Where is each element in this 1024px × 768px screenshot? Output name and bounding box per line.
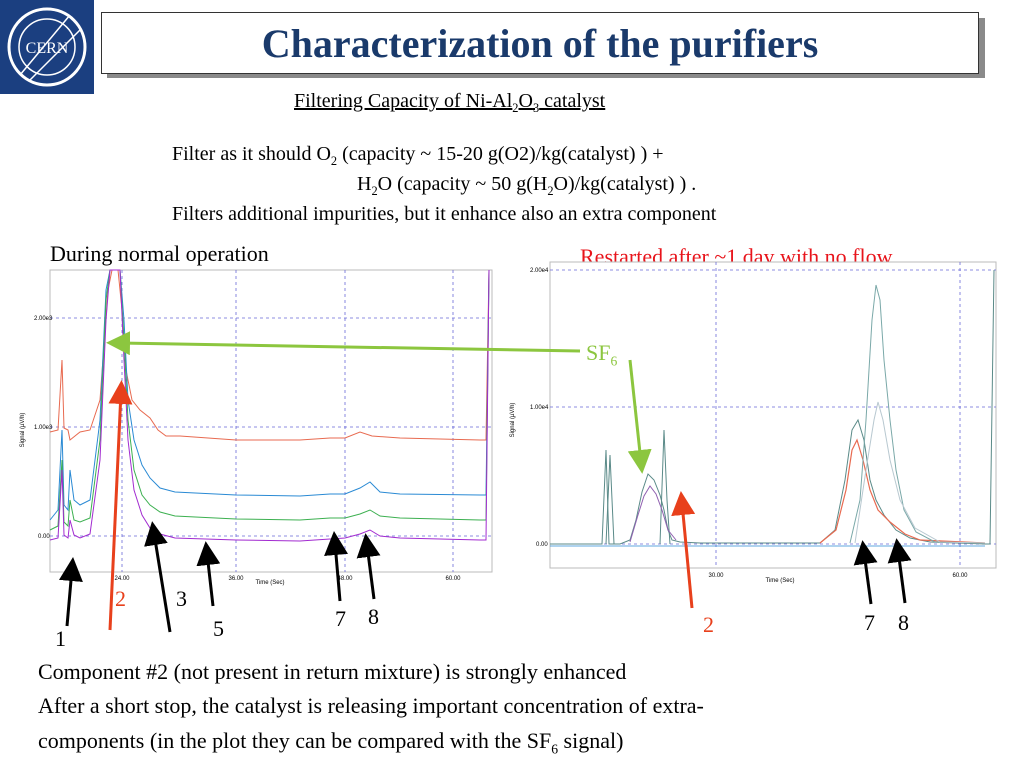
left-trace-red [49, 269, 490, 441]
sf6-label-sub: 6 [610, 353, 618, 369]
left-ytick-2: 1.00e3 [34, 425, 53, 431]
title-box: Characterization of the purifiers [101, 12, 979, 74]
filter-line-1-prefix: Filter as it should O [172, 143, 331, 165]
left-ylabel: Signal (µV/h) [20, 413, 26, 448]
filter-line-1: Filter as it should O2 (capacity ~ 15-20… [172, 143, 664, 169]
right-ytick-1: 2.00e4 [530, 268, 549, 274]
peak-label-2-left: 2 [115, 586, 126, 611]
subtitle: Filtering Capacity of Ni-Al2O3 catalyst [294, 90, 605, 116]
left-xtick-3: 48.00 [337, 576, 353, 582]
bottom-line-3-sub: 6 [551, 741, 559, 757]
cern-logo-icon: CERN [7, 7, 87, 87]
right-trace-teal [550, 269, 995, 545]
subtitle-suffix: catalyst [539, 90, 606, 112]
arrow-peak-8-right [887, 538, 912, 604]
page-title: Characterization of the purifiers [261, 20, 819, 66]
right-ytick-2: 1.00e4 [530, 405, 549, 411]
sf6-label: SF6 [586, 340, 617, 369]
filter-line-2-sub: 2 [371, 184, 378, 198]
right-xlabel: Time (Sec) [765, 578, 794, 584]
right-trace-spike-2 [659, 429, 671, 545]
right-xtick-2: 60.00 [952, 573, 968, 579]
right-ytick-3: 0.00 [536, 542, 548, 548]
peak-label-7-right: 7 [864, 610, 875, 635]
filter-line-2-a: H [357, 173, 372, 195]
left-trace-purple [49, 269, 490, 542]
left-plot-heading: During normal operation [50, 241, 269, 266]
right-trace-purple [629, 485, 677, 543]
cern-logo: CERN [0, 0, 94, 94]
bottom-line-3-suffix: signal) [558, 728, 624, 753]
bottom-line-3-prefix: components (in the plot they can be comp… [38, 728, 552, 753]
red-arrow-left-2 [108, 380, 133, 631]
arrow-peak-7-right [853, 540, 878, 605]
right-trace-tall-peak [849, 284, 986, 544]
filter-line-1-sub: 2 [330, 154, 338, 168]
filter-line-2-b: O (capacity ~ 50 g(H [377, 173, 548, 195]
left-ytick-1: 2.00e3 [34, 316, 53, 322]
peak-label-3: 3 [176, 586, 187, 611]
peak-label-8-left: 8 [368, 604, 379, 629]
filter-line-2: H2O (capacity ~ 50 g(H2O)/kg(catalyst) )… [357, 173, 696, 199]
right-trace-light [854, 401, 986, 544]
right-xtick-1: 30.00 [708, 573, 724, 579]
left-plot: 2.00e3 1.00e3 0.00 24.00 36.00 48.00 60.… [20, 269, 493, 586]
left-xtick-2: 36.00 [228, 576, 244, 582]
sf6-label-text: SF [586, 340, 611, 365]
subtitle-mid: O [518, 90, 533, 112]
bottom-line-3: components (in the plot they can be comp… [38, 728, 623, 757]
left-xlabel: Time (Sec) [255, 580, 284, 586]
sf6-arrow-left [106, 331, 581, 356]
peak-label-2-right: 2 [703, 612, 714, 637]
sf6-arrow-right [627, 359, 652, 474]
arrow-peak-5 [196, 541, 221, 607]
right-plot-frame [549, 261, 997, 569]
red-arrow-right-2 [671, 491, 696, 609]
left-xtick-4: 60.00 [445, 576, 461, 582]
left-ytick-3: 0.00 [38, 534, 50, 540]
peak-label-8-right: 8 [898, 610, 909, 635]
arrow-peak-1 [58, 557, 83, 627]
left-plot-frame [49, 269, 493, 573]
peak-label-5: 5 [213, 616, 224, 641]
filter-line-2-c: O)/kg(catalyst) ) . [553, 173, 697, 195]
arrow-peak-8-left [356, 533, 381, 600]
subtitle-sub2: 3 [532, 101, 540, 115]
right-trace-spike-1 [605, 454, 615, 545]
right-trace-red [819, 438, 986, 544]
peak-label-1: 1 [55, 626, 66, 651]
subtitle-sub1: 2 [512, 101, 519, 115]
right-plot-grid [550, 262, 996, 568]
bottom-line-2: After a short stop, the catalyst is rele… [38, 693, 704, 718]
left-trace-blue [49, 269, 490, 521]
right-plot: 2.00e4 1.00e4 0.00 30.00 60.00 Time (Sec… [510, 261, 997, 584]
logo-text: CERN [26, 40, 69, 57]
right-ylabel: Signal (µV/h) [510, 403, 516, 438]
left-trace-green [49, 269, 490, 531]
bottom-line-1: Component #2 (not present in return mixt… [38, 659, 627, 684]
filter-line-2-sub2: 2 [547, 184, 554, 198]
arrow-peak-7-left [324, 531, 348, 602]
left-xtick-1: 24.00 [114, 576, 130, 582]
peak-label-7-left: 7 [335, 606, 346, 631]
filter-line-1-suffix: (capacity ~ 15-20 g(O2)/kg(catalyst) ) + [337, 143, 664, 165]
filter-line-3: Filters additional impurities, but it en… [172, 203, 717, 225]
arrow-peak-3 [144, 521, 172, 633]
subtitle-prefix: Filtering Capacity of Ni-Al [294, 90, 513, 112]
